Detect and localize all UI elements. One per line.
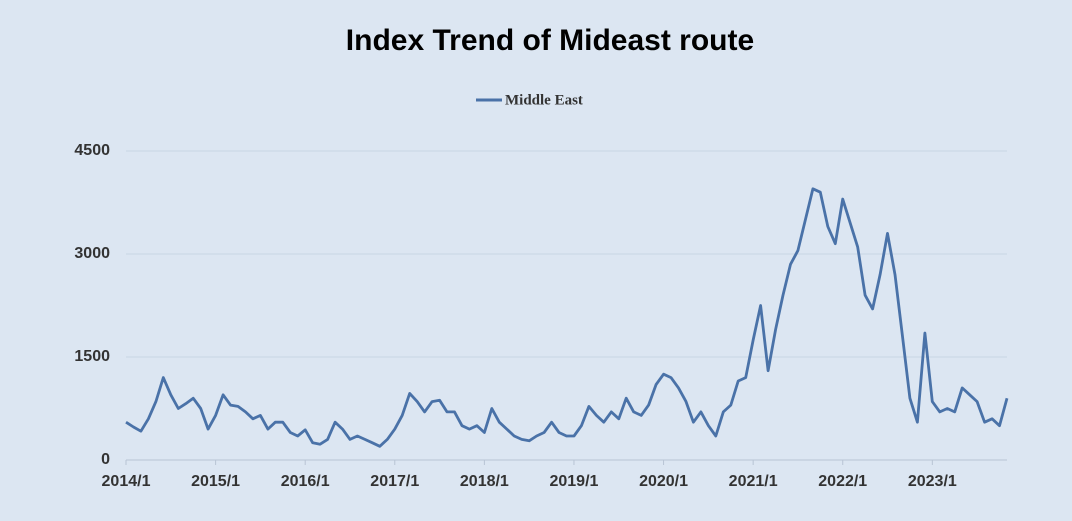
x-tick-label: 2023/1	[908, 473, 957, 490]
legend-label: Middle East	[505, 92, 583, 108]
y-tick-label: 0	[101, 451, 110, 468]
series-line	[125, 187, 1009, 448]
chart-title: Index Trend of Mideast route	[346, 24, 754, 57]
x-tick-label: 2015/1	[191, 473, 240, 490]
x-tick-label: 2018/1	[460, 473, 509, 490]
x-tick-label: 2016/1	[281, 473, 330, 490]
x-tick-label: 2014/1	[102, 473, 151, 490]
y-tick-label: 1500	[74, 348, 110, 365]
x-tick-label: 2022/1	[818, 473, 867, 490]
y-tick-label: 3000	[74, 245, 110, 262]
x-tick-label: 2017/1	[370, 473, 419, 490]
x-tick-label: 2020/1	[639, 473, 688, 490]
y-tick-label: 4500	[74, 142, 110, 159]
x-tick-label: 2021/1	[729, 473, 778, 490]
x-tick-label: 2019/1	[549, 473, 598, 490]
